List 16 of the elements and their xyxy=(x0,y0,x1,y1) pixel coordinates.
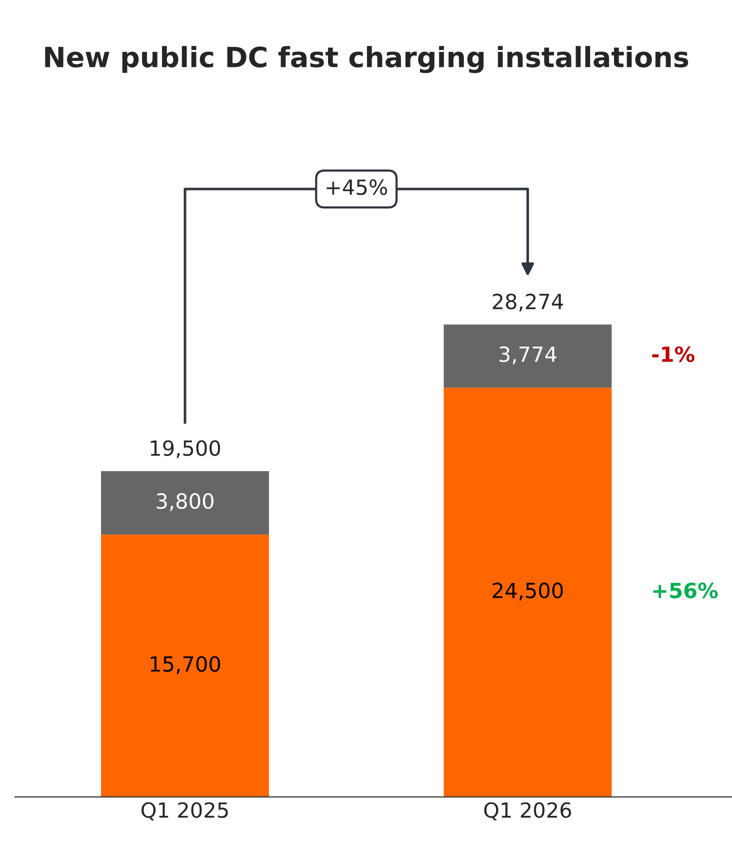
data-label: 15,700 xyxy=(150,656,220,674)
total-label: 28,274 xyxy=(492,294,563,312)
data-label: 24,500 xyxy=(492,582,563,600)
bar xyxy=(101,471,269,535)
annotation: -1% xyxy=(652,346,694,362)
bar xyxy=(444,388,612,797)
annotation: +56% xyxy=(653,582,718,598)
data-label: 3,774 xyxy=(499,346,556,364)
total-label: 19,500 xyxy=(150,440,220,458)
x-tick-label: Q1 2025 xyxy=(142,802,228,820)
data-label: 3,800 xyxy=(156,493,214,512)
chart-title: New public DC fast charging installations xyxy=(45,46,688,74)
bar xyxy=(444,324,612,388)
bar xyxy=(101,534,269,797)
text: +45% xyxy=(326,179,388,196)
x-tick-label: Q1 2026 xyxy=(484,802,572,820)
